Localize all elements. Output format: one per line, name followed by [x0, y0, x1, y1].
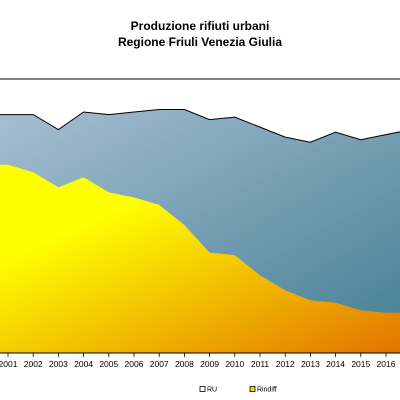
- chart-title: Produzione rifiuti urbani: [130, 19, 270, 33]
- x-tick-label: 2004: [74, 359, 93, 369]
- legend-label: RU: [207, 387, 217, 394]
- x-tick-label: 2002: [24, 359, 43, 369]
- legend-marker: [249, 386, 256, 392]
- x-tick-label: 2008: [175, 359, 194, 369]
- x-tick-label: 2015: [351, 359, 370, 369]
- legend-marker: [199, 386, 206, 392]
- x-tick-label: 2011: [251, 359, 270, 369]
- x-tick-label: 2013: [301, 359, 320, 369]
- x-tick-label: 2007: [150, 359, 169, 369]
- x-tick-label: 2006: [125, 359, 144, 369]
- legend-label: Rindiff: [257, 387, 277, 394]
- x-tick-label: 2005: [99, 359, 118, 369]
- series-area-rindiff: [0, 164, 400, 353]
- chart-subtitle: Regione Friuli Venezia Giulia: [117, 35, 283, 49]
- plot-area: [0, 78, 400, 354]
- x-tick-label: 2003: [49, 359, 68, 369]
- x-tick-label: 2012: [276, 359, 295, 369]
- x-tick-label: 2010: [225, 359, 244, 369]
- x-tick-label: 2014: [326, 359, 345, 369]
- legend: RU Rindiff: [199, 386, 277, 394]
- x-tick-label: 2016: [377, 359, 396, 369]
- x-tick-label: 2009: [200, 359, 219, 369]
- series-line-ru: [0, 109, 400, 143]
- x-tick-label: 2001: [0, 359, 18, 369]
- x-axis: 2001 2002 2003 2004 2005 2006 2007 2008 2009 2010…: [0, 353, 396, 369]
